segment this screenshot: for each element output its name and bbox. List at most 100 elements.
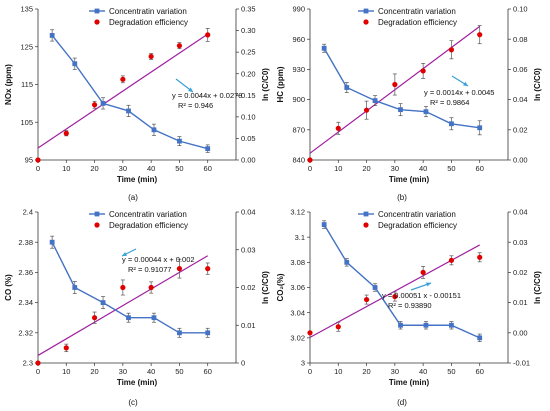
concentration-point: [344, 85, 350, 90]
efficiency-point: [392, 81, 398, 88]
y-tick-label: 95: [25, 156, 33, 165]
concentration-point: [100, 100, 106, 106]
x-tick-label: 0: [308, 164, 312, 173]
legend-concentration-label: Concentratin variation: [109, 210, 187, 219]
y-right-tick-label: 0.30: [241, 26, 256, 35]
efficiency-point: [448, 47, 455, 53]
fit-equation: y = 0.00044 x + 0.002: [122, 255, 195, 264]
y-right-axis-label: ln (C/C0): [533, 68, 542, 101]
x-tick-label: 30: [119, 367, 127, 376]
panel-label: (b): [397, 193, 407, 202]
efficiency-point: [307, 157, 313, 163]
concentration-point: [449, 322, 454, 328]
y-tick-label: 2.34: [18, 298, 33, 307]
efficiency-point: [176, 266, 183, 272]
legend-concentration-marker: [94, 211, 100, 217]
annotation-arrowhead: [426, 282, 431, 287]
concentration-point: [398, 107, 403, 113]
y-tick-label: 2.36: [18, 268, 33, 277]
fit-r-squared: R² = 0.91077: [128, 265, 172, 274]
y-axis-label: NOx (ppm): [4, 64, 13, 105]
concentration-point: [177, 138, 182, 144]
efficiency-point: [205, 32, 211, 38]
x-tick-label: 50: [175, 367, 183, 376]
efficiency-point: [91, 315, 98, 321]
legend-concentration-marker: [363, 211, 369, 217]
x-tick-label: 20: [362, 164, 370, 173]
y-tick-label: 125: [20, 42, 33, 51]
y-right-tick-label: 0.25: [241, 48, 256, 57]
x-axis-label: Time (min): [389, 378, 430, 387]
efficiency-point: [120, 76, 126, 82]
x-tick-label: 50: [447, 164, 455, 173]
panel-label: (d): [397, 398, 407, 407]
x-axis-label: Time (min): [117, 175, 158, 184]
y-right-tick-label: 0: [241, 359, 245, 368]
x-tick-label: 30: [119, 164, 127, 173]
y-tick-label: 840: [292, 156, 305, 165]
concentration-point: [151, 315, 157, 321]
concentration-point: [372, 98, 378, 104]
y-right-tick-label: 0.06: [513, 65, 528, 74]
y-right-tick-label: 0.00: [241, 156, 256, 165]
x-tick-label: 40: [147, 367, 155, 376]
y-right-tick-label: 0.02: [513, 125, 528, 134]
y-right-tick-label: 0.00: [513, 156, 528, 165]
y-tick-label: 3.1: [295, 233, 305, 242]
y-right-tick-label: 0.10: [241, 112, 256, 121]
x-tick-label: 0: [308, 367, 312, 376]
legend-efficiency-label: Degradation efficiency: [378, 18, 457, 27]
panel-label: (c): [128, 398, 138, 407]
y-right-tick-label: 0.04: [513, 95, 528, 104]
x-tick-label: 20: [362, 367, 370, 376]
concentration-point: [449, 121, 454, 127]
x-tick-label: 30: [391, 367, 399, 376]
concentration-point: [151, 127, 157, 133]
y-right-tick-label: 0.20: [241, 69, 256, 78]
x-tick-label: 40: [419, 164, 427, 173]
y-tick-label: 105: [20, 118, 33, 127]
concentration-point: [398, 322, 403, 328]
x-tick-label: 10: [62, 367, 70, 376]
y-right-tick-label: 0.02: [241, 283, 256, 292]
y-right-tick-label: 0.08: [513, 35, 528, 44]
y-tick-label: 3.06: [290, 283, 305, 292]
legend-efficiency-marker: [94, 19, 100, 25]
y-tick-label: 2.38: [18, 238, 33, 247]
y-right-tick-label: 0.01: [241, 321, 256, 330]
y-right-tick-label: 0.03: [513, 238, 528, 247]
efficiency-point: [35, 360, 41, 366]
concentration-point: [477, 125, 483, 131]
x-tick-label: 20: [90, 164, 98, 173]
legend-efficiency-marker: [363, 19, 369, 25]
legend-concentration-label: Concentratin variation: [378, 210, 456, 219]
x-tick-label: 60: [476, 367, 484, 376]
y-tick-label: 900: [292, 95, 305, 104]
x-tick-label: 10: [62, 164, 70, 173]
y-right-axis-label: ln (C/C0): [261, 271, 270, 304]
concentration-point: [344, 259, 350, 265]
legend-concentration-marker: [94, 8, 100, 14]
efficiency-point: [91, 102, 98, 108]
efficiency-point: [35, 157, 41, 163]
x-tick-label: 60: [204, 367, 212, 376]
legend-efficiency-label: Degradation efficiency: [109, 221, 188, 230]
efficiency-point: [205, 266, 211, 272]
x-tick-label: 50: [175, 164, 183, 173]
legend-efficiency-marker: [363, 222, 369, 228]
fit-line: [37, 33, 209, 149]
annotation-arrowhead: [122, 252, 127, 256]
y-tick-label: 2.4: [23, 208, 33, 217]
legend-efficiency-marker: [94, 222, 100, 228]
fit-equation: y = 0.0044x + 0.0278: [172, 91, 242, 100]
efficiency-point: [335, 324, 341, 330]
efficiency-point: [363, 296, 370, 303]
y-right-axis-label: ln (C/C0): [261, 68, 270, 101]
x-tick-label: 30: [391, 164, 399, 173]
fit-r-squared: R² = 0.946: [178, 101, 213, 110]
concentration-point: [126, 108, 131, 114]
y-tick-label: 2.3: [23, 359, 33, 368]
concentration-point: [72, 285, 78, 290]
y-right-tick-label: 0.04: [241, 208, 256, 217]
concentration-point: [205, 330, 211, 336]
